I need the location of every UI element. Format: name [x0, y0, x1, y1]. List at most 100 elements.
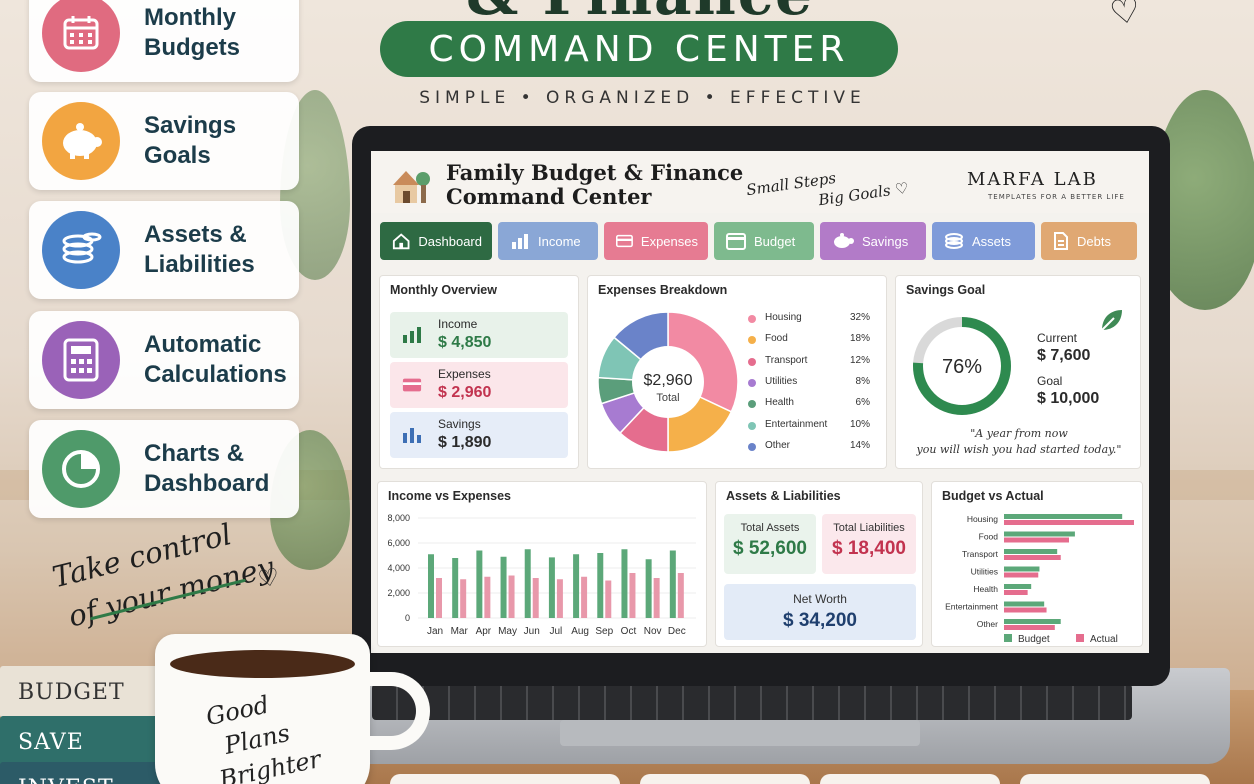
- legend-swatch: [748, 378, 756, 387]
- expenses-donut-chart: $2,960 Total: [597, 311, 739, 453]
- overview-savings: Savings $ 1,890: [390, 412, 568, 458]
- bottom-chip: [1020, 774, 1210, 784]
- feature-card-assets-liabilities: Assets & Liabilities: [29, 201, 299, 299]
- leaf-icon: [1099, 310, 1122, 333]
- bar-sep-series-0: [597, 553, 604, 618]
- overview-label: Expenses: [438, 367, 491, 381]
- bar-jun-series-0: [524, 549, 531, 618]
- budget-vs-actual-panel: Budget vs Actual Housing Food Transport Uti…: [931, 481, 1143, 647]
- legend-row-transport: Transport 12%: [748, 355, 870, 369]
- bar-housing-actual: [1004, 520, 1134, 525]
- tab-label: Budget: [754, 233, 796, 249]
- category-label: Entertainment: [945, 602, 999, 612]
- total-liabilities-label: Total Liabilities: [833, 522, 905, 534]
- x-tick-label: Apr: [476, 626, 492, 637]
- coins-icon: [945, 233, 963, 249]
- legend-row-entertainment: Entertainment 10%: [748, 419, 870, 433]
- overview-value: $ 1,890: [438, 434, 492, 451]
- tab-assets[interactable]: Assets: [932, 222, 1035, 260]
- legend-row-utilities: Utilities 8%: [748, 376, 870, 390]
- x-tick-label: Jun: [524, 626, 540, 637]
- bar-food-actual: [1004, 537, 1069, 543]
- savings-current-label: Current: [1037, 331, 1078, 345]
- coffee: [170, 650, 355, 678]
- legend-label: Health: [765, 397, 794, 409]
- tagline: SIMPLE • ORGANIZED • EFFECTIVE: [419, 88, 866, 108]
- feature-label: Savings Goals: [144, 112, 237, 169]
- tab-label: Dashboard: [418, 233, 482, 249]
- legend-label: Entertainment: [765, 418, 828, 430]
- feature-card-automatic-calculations: Automatic Calculations: [29, 311, 299, 409]
- bar-dec-series-1: [677, 573, 684, 618]
- overview-label: Income: [438, 317, 478, 331]
- total-liabilities-value: $ 18,400: [832, 538, 906, 559]
- tab-label: Savings: [862, 233, 909, 249]
- y-tick-label: 8,000: [387, 513, 410, 523]
- tab-label: Expenses: [640, 233, 698, 249]
- bar-jul-series-1: [556, 579, 563, 618]
- bar-chart-icon: [403, 428, 421, 443]
- tab-label: Debts: [1077, 233, 1111, 249]
- total-liabilities-card: Total Liabilities $ 18,400: [822, 514, 916, 574]
- net-worth-label: Net Worth: [793, 592, 847, 606]
- book-save: SAVE: [0, 716, 170, 768]
- app-title: Family Budget & Finance Command Center: [446, 160, 744, 209]
- legend-label: Utilities: [765, 375, 798, 387]
- legend-row-food: Food 18%: [748, 333, 870, 347]
- expenses-breakdown-panel: Expenses Breakdown $2,960 Total Housing 3…: [587, 275, 887, 469]
- bar-food-budget: [1004, 531, 1075, 537]
- brand-name: MARFA LAB: [967, 169, 1098, 190]
- legend-percent: 8%: [855, 375, 870, 387]
- bar-chart-icon: [512, 234, 528, 249]
- tab-savings[interactable]: Savings: [820, 222, 926, 260]
- assets-liabilities-panel: Assets & Liabilities Total Assets $ 52,6…: [715, 481, 923, 647]
- feature-icon-circle: [42, 102, 120, 180]
- feature-label: Automatic Calculations: [144, 331, 287, 388]
- tab-label: Income: [538, 233, 581, 249]
- panel-title: Monthly Overview: [390, 283, 497, 297]
- feature-icon-circle: [42, 211, 120, 289]
- bar-mar-series-0: [452, 558, 459, 618]
- legend-label: Food: [765, 333, 788, 345]
- total-assets-value: $ 52,600: [733, 538, 807, 559]
- credit-card-icon: [616, 234, 633, 248]
- tab-income[interactable]: Income: [498, 222, 598, 260]
- savings-goal-panel: Savings Goal 76% Current $ 7,600 Goal $ …: [895, 275, 1141, 469]
- savings-goal-value: $ 10,000: [1037, 390, 1100, 407]
- legend-label: Transport: [765, 354, 808, 366]
- mug-handle: [352, 672, 430, 750]
- budget-vs-actual-chart: Housing Food Transport Utilities Health Enter…: [945, 514, 1134, 645]
- x-tick-label: Sep: [595, 626, 613, 637]
- calculator-icon: [63, 338, 99, 382]
- bar-aug-series-1: [581, 576, 588, 618]
- panel-title: Savings Goal: [906, 283, 986, 297]
- savings-quote: "A year from now you will wish you had st…: [916, 427, 1122, 456]
- legend-percent: 14%: [849, 439, 870, 451]
- legend-row-housing: Housing 32%: [748, 312, 870, 326]
- category-label: Transport: [962, 549, 999, 559]
- brand-tagline: TEMPLATES FOR A BETTER LIFE: [988, 193, 1125, 201]
- credit-card-icon: [402, 378, 422, 392]
- legend-percent: 6%: [855, 397, 870, 409]
- legend-swatch: [748, 442, 756, 451]
- pie-chart-icon: [62, 450, 100, 488]
- legend-percent: 12%: [849, 354, 870, 366]
- bar-utilities-budget: [1004, 566, 1040, 572]
- calendar-icon: [63, 16, 99, 50]
- bar-chart-icon: [403, 327, 421, 343]
- legend-swatch: [748, 421, 756, 430]
- bar-other-budget: [1004, 619, 1061, 624]
- tab-expenses[interactable]: Expenses: [604, 222, 708, 260]
- tab-dashboard[interactable]: Dashboard: [380, 222, 492, 260]
- y-tick-label: 6,000: [387, 538, 410, 548]
- bar-may-series-0: [500, 556, 507, 618]
- bar-transport-budget: [1004, 549, 1058, 554]
- overview-expenses: Expenses $ 2,960: [390, 362, 568, 408]
- category-label: Other: [977, 619, 998, 629]
- tab-budget[interactable]: Budget: [714, 222, 814, 260]
- legend-swatch: [748, 315, 756, 323]
- command-center-banner: COMMAND CENTER: [380, 21, 898, 77]
- app-motto: Small Steps Big Goals ♡: [745, 168, 910, 210]
- feature-card-monthly-budgets: Monthly Budgets: [29, 0, 299, 82]
- tab-debts[interactable]: Debts: [1041, 222, 1137, 260]
